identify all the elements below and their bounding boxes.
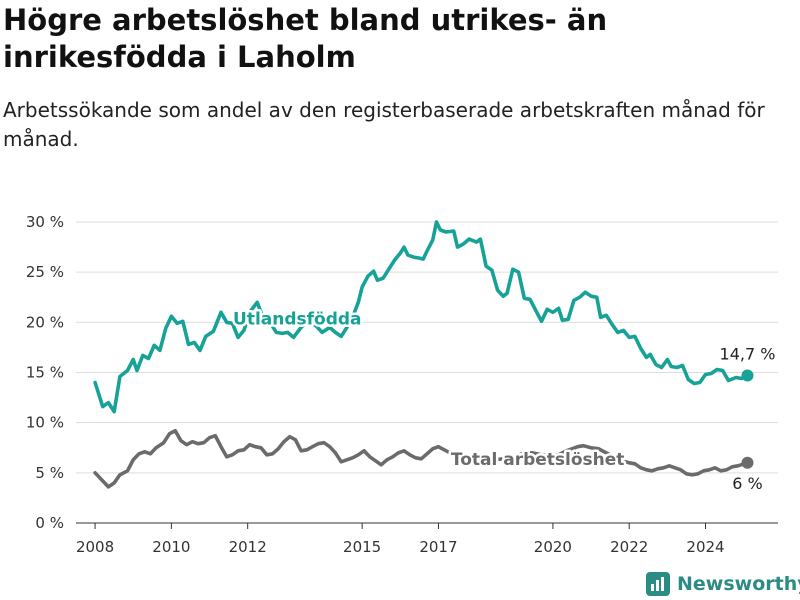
x-tick-label: 2010 [152, 538, 190, 556]
newsworthy-logo: Newsworthy [645, 570, 800, 598]
x-axis: 2008 2010 2012 2015 2017 2020 2022 2024 [76, 522, 778, 556]
series-end-point [741, 456, 754, 469]
series-line-utlandsfodda [93, 220, 750, 414]
x-tick-label: 2022 [610, 538, 648, 556]
x-tick-label: 2008 [76, 538, 114, 556]
x-tick-label: 2015 [343, 538, 381, 556]
x-tick-label: 2017 [419, 538, 457, 556]
y-axis-ticks: 0 % 5 % 10 % 15 % 20 % 25 % 30 % [26, 213, 64, 532]
series-end-point [741, 369, 754, 382]
y-tick-label: 0 % [35, 514, 64, 532]
brand-name: Newsworthy [677, 573, 800, 595]
y-tick-label: 30 % [26, 213, 64, 231]
series-line-total [93, 428, 750, 489]
x-tick-label: 2012 [229, 538, 267, 556]
y-tick-label: 25 % [26, 263, 64, 281]
y-tick-label: 15 % [26, 364, 64, 382]
series-annotation-label: Total arbetslöshet [451, 450, 625, 470]
annotations: 14,7 % 6 % Utlandsfödda Total arbetslöshet [231, 307, 776, 493]
series-annotation-label: Utlandsfödda [233, 309, 362, 329]
y-tick-label: 20 % [26, 313, 64, 331]
grid-lines [76, 221, 778, 524]
series-lines [93, 220, 754, 489]
chart-title: Högre arbetslöshet bland utrikes- än inr… [3, 3, 608, 74]
x-tick-label: 2020 [534, 538, 572, 556]
series-end-label: 14,7 % [720, 345, 776, 364]
y-tick-label: 10 % [26, 414, 64, 432]
x-tick-label: 2024 [686, 538, 724, 556]
y-tick-label: 5 % [35, 464, 64, 482]
series-end-label: 6 % [732, 474, 762, 493]
newsworthy-logo-icon [646, 572, 670, 596]
chart-subtitle: Arbetssökande som andel av den registerb… [3, 98, 765, 151]
